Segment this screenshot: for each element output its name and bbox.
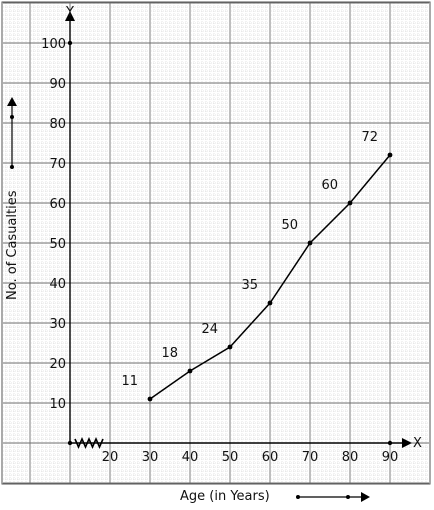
axis-break-zigzag [74,437,104,449]
x-tick-label: 70 [302,450,319,465]
y-tick-label: 50 [49,237,66,252]
x-tick-label: 40 [182,450,199,465]
x-tick-label: 60 [262,450,279,465]
y-axis-arrowhead [65,11,75,21]
data-label: 35 [241,278,258,293]
axis-end-dot [67,440,73,446]
axes [65,11,412,449]
y-tick-label: 90 [49,77,66,92]
series-line [147,152,393,402]
y-tick-label: 80 [49,117,66,132]
x-direction-arrow [296,492,370,502]
data-point [307,240,313,246]
y-tick-label: 60 [49,197,66,212]
x-axis-label: Age (in Years) [180,489,270,504]
x-tick-label: 80 [342,450,359,465]
axis-end-dot [67,40,73,46]
data-point [187,368,193,374]
x-tick-label: 90 [382,450,399,465]
y-tick-label: 40 [49,277,66,292]
data-point [267,300,273,306]
data-point [387,152,393,158]
y-tick-label: 100 [41,37,66,52]
x-tick-label: 50 [222,450,239,465]
y-tick-label: 30 [49,317,66,332]
y-axis-letter: Y [65,5,74,20]
data-label: 72 [361,130,378,145]
x-tick-label: 20 [102,450,119,465]
y-direction-arrow [7,97,17,169]
data-label: 50 [281,218,298,233]
data-label: 24 [201,322,218,337]
y-tick-label: 20 [49,357,66,372]
y-tick-label: 10 [49,397,66,412]
data-point [147,396,153,402]
data-label: 18 [161,346,178,361]
y-axis-label: No. of Casualties [5,190,20,300]
data-label: 11 [121,374,138,389]
data-labels: 11 18 24 35 50 60 72 [121,130,378,389]
data-point [347,200,353,206]
x-axis-letter: X [413,436,422,451]
x-axis-arrowhead [402,438,412,448]
axis-end-dot [387,440,393,446]
data-point [227,344,233,350]
data-label: 60 [321,178,338,193]
tick-labels: 10 20 30 40 50 60 70 80 90 100 20 30 40 50 60 70 80 90 [41,37,398,465]
x-tick-label: 30 [142,450,159,465]
y-tick-label: 70 [49,157,66,172]
